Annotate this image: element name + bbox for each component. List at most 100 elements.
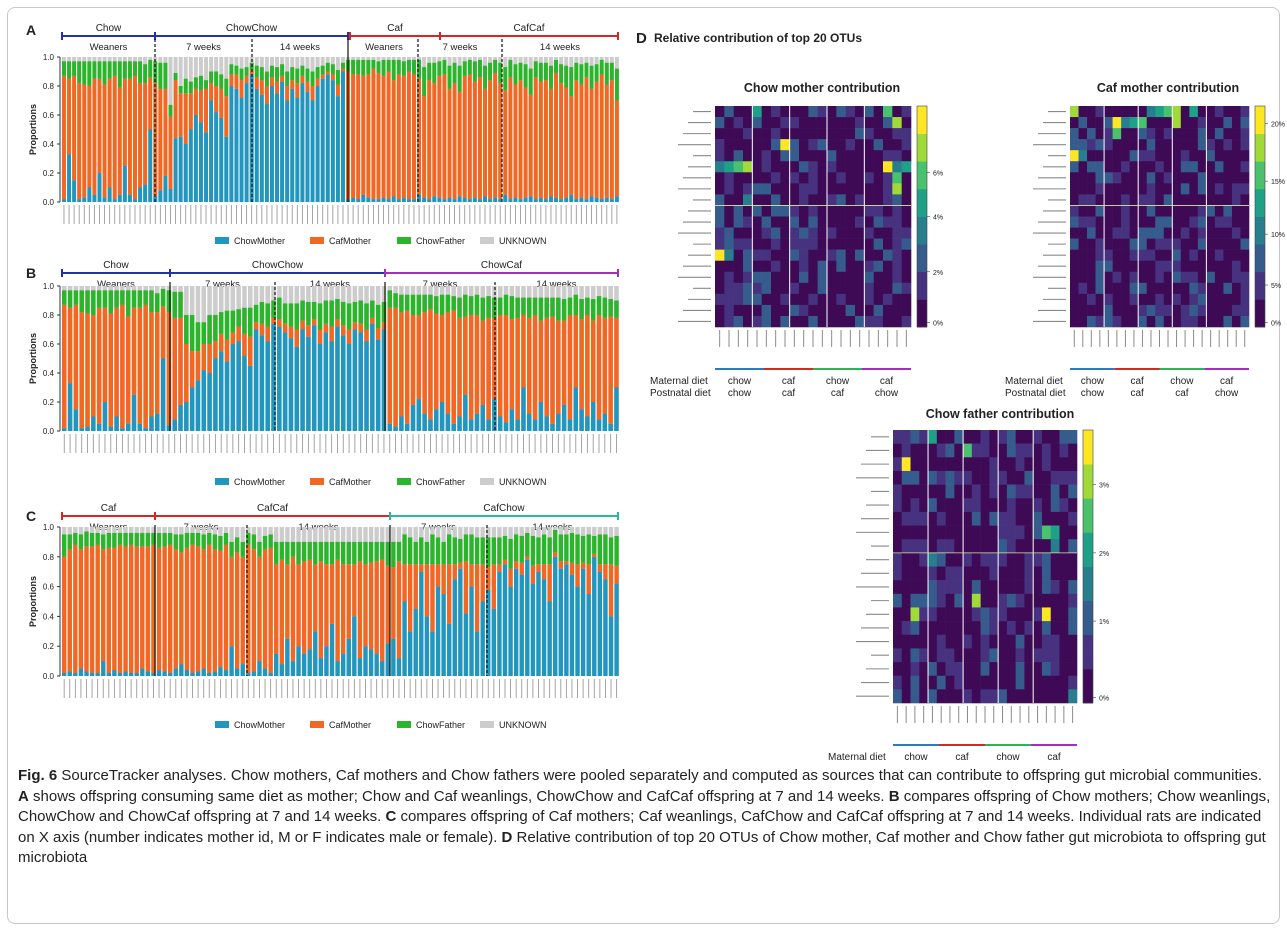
heatmap-cell [989,498,999,513]
bar-segment-chowmother [114,416,119,431]
colorbar-tick-label: 15% [1271,179,1285,186]
heatmap-cell [954,675,964,690]
bar-segment-cafmother [155,312,160,414]
bar-segment-chowmother [544,416,549,431]
heatmap-cell [715,216,725,228]
heatmap-cell [1197,150,1207,162]
caption-text-3: shows offspring consuming same diet as m… [28,787,694,805]
bar-segment-cafmother [73,304,79,410]
bar-segment-chowmother [335,661,340,676]
heatmap-cell [827,282,837,295]
heatmap-cell [1146,194,1156,206]
bar-segment-cafmother [212,549,218,672]
heatmap-cell [855,227,865,239]
heatmap-cell [1059,580,1069,595]
heatmap-cell [963,443,973,458]
heatmap-cell [1138,194,1148,206]
heatmap-cell [1223,260,1233,273]
heatmap-cell [936,443,946,458]
bar-segment-cafmother [396,561,402,659]
heatmap-cell [873,161,884,173]
bar-segment-chowmother [155,413,160,431]
bar-segment-cafmother [234,552,240,669]
heatmap-cell [1189,315,1199,328]
heatmap-cell [873,227,884,239]
bar-segment-chowmother [224,136,229,202]
bar-segment-chowmother [178,136,183,202]
bar-segment-chowfather [468,296,474,315]
heatmap-cell [901,238,912,250]
maternal-diet-value: caf [955,752,969,760]
maternal-diet-value: caf [1220,376,1234,387]
heatmap-cell [1015,580,1025,595]
heatmap-cell [954,443,964,458]
heatmap-cell [855,150,865,162]
heatmap-cell [1189,205,1199,217]
heatmap-cell [761,172,772,184]
bar-segment-cafmother [240,556,245,665]
group-label: CafChow [483,503,525,514]
heatmap-cell [1068,621,1078,636]
heatmap-cell [980,511,990,526]
heatmap-cell [1033,580,1043,595]
heatmap-cell [1240,172,1250,184]
heatmap-cell [998,662,1008,676]
heatmap-cell [928,457,938,472]
bar-segment-chowfather [294,303,300,330]
heatmap-cell [998,484,1008,499]
heatmap-cell [954,662,964,676]
bar-segment-cafmother [300,75,305,84]
heatmap-cell [1033,662,1043,676]
heatmap-cell [1163,205,1173,217]
heatmap-cell [1155,216,1165,228]
heatmap-cell [743,172,753,184]
heatmap-cell [1112,271,1122,284]
bar-segment-chowfather [503,294,509,315]
heatmap-cell [1129,304,1139,317]
bar-segment-chowmother [374,653,379,676]
bar-segment-chowfather [330,64,335,75]
heatmap-cell [901,662,911,676]
heatmap-cell [864,106,874,118]
bar-segment-chowmother [401,197,406,202]
bar-segment-chowfather [173,534,178,550]
heatmap-cell [715,249,725,261]
bar-segment-chowmother [488,199,493,202]
heatmap-cell [827,304,837,317]
heatmap-cell [989,662,999,676]
bar-segment-chowmother [399,416,404,431]
bar-segment-chowfather [212,534,218,550]
heatmap-cell [1129,293,1139,306]
heatmap-cell [883,282,893,295]
bar-segment-chowmother [558,568,563,676]
bar-segment-chowfather [497,537,502,565]
heatmap-cell [855,139,865,151]
heatmap-cell [1172,293,1182,306]
heatmap-cell [998,634,1008,649]
bar-segment-cafmother [590,320,596,402]
bar-segment-chowmother [140,668,145,676]
bar-segment-chowfather [277,297,282,320]
bar-segment-chowmother [254,88,259,202]
bar-segment-cafmother [586,564,591,595]
heatmap-cell [901,689,911,704]
heatmap-cell [1197,315,1207,328]
heatmap-cell [733,150,744,162]
colorbar-frame [1082,429,1094,704]
heatmap-cell [1078,106,1088,118]
bar-segment-chowfather [96,290,102,308]
heatmap-cell [1129,249,1139,261]
heatmap-cell [1121,205,1130,217]
bar-segment-cafmother [508,568,513,587]
heatmap-cell [1070,282,1079,295]
heatmap-cell [752,150,762,162]
bar-segment-cafmother [341,325,346,336]
heatmap-cell [936,634,946,649]
bar-segment-cafmother [249,70,254,75]
bar-segment-chowmother [573,387,579,431]
bar-segment-chowmother [288,338,294,431]
heatmap-cell [928,470,938,485]
bar-segment-chowmother [262,668,268,676]
heatmap-cell [1006,498,1016,513]
heatmap-cell [928,675,938,690]
